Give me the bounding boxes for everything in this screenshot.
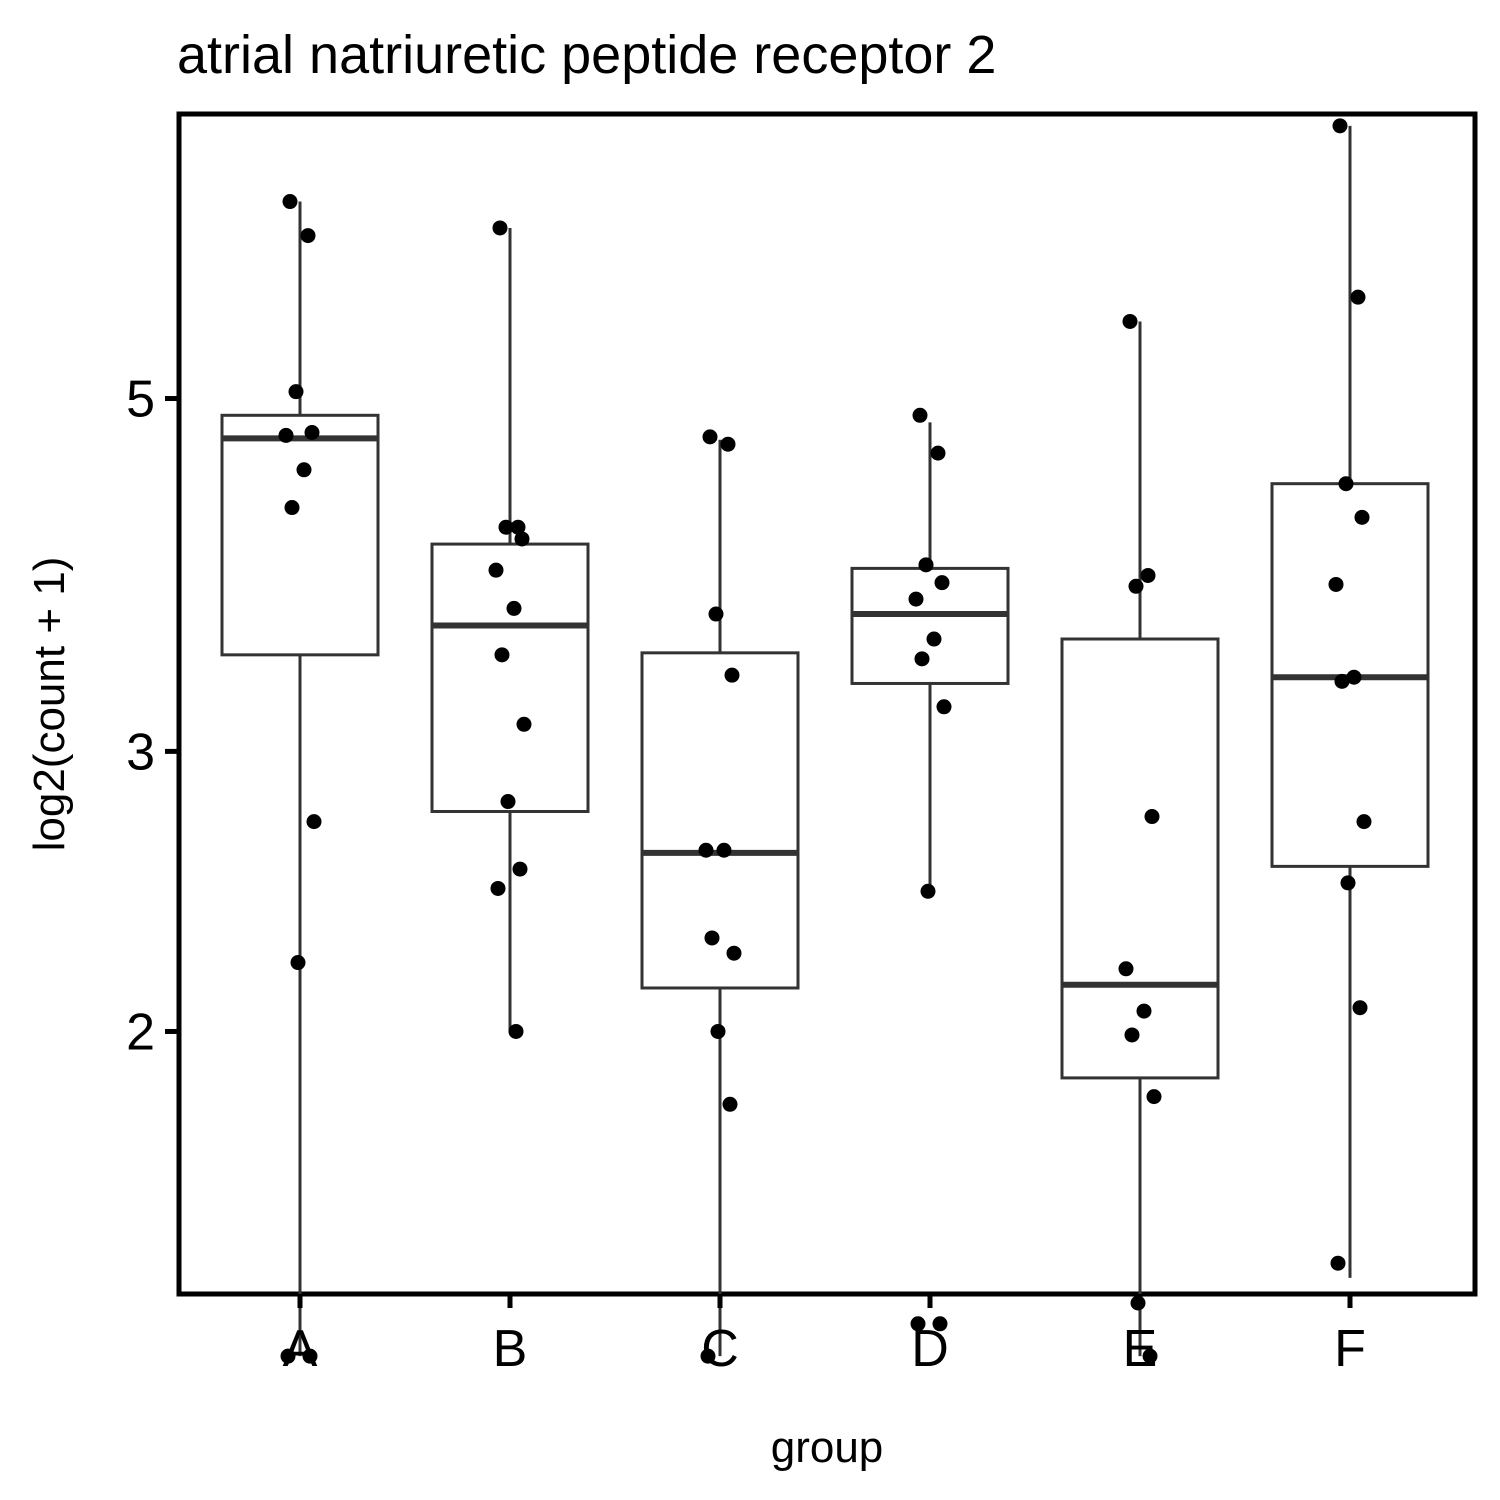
x-tick-label: D <box>911 1320 949 1378</box>
data-point-F <box>1338 476 1354 492</box>
data-point-F <box>1340 875 1356 891</box>
box-E <box>1060 321 1220 1357</box>
data-point-D <box>932 1316 948 1332</box>
boxes-layer <box>220 125 1430 1357</box>
data-point-C <box>724 667 740 683</box>
data-point-B <box>508 1023 524 1039</box>
data-point-F <box>1328 576 1344 592</box>
data-point-C <box>702 429 718 445</box>
data-point-B <box>488 562 504 578</box>
box-F <box>1270 125 1430 1278</box>
data-point-C <box>716 842 732 858</box>
data-point-B <box>506 600 522 616</box>
data-point-D <box>936 699 952 715</box>
data-point-F <box>1350 289 1366 305</box>
points-layer <box>278 118 1372 1364</box>
data-point-F <box>1352 1000 1368 1016</box>
data-point-D <box>914 651 930 667</box>
box-body <box>640 651 800 990</box>
x-tick-label: B <box>493 1320 528 1378</box>
data-point-C <box>720 436 736 452</box>
data-point-F <box>1356 814 1372 830</box>
x-tick-label: F <box>1334 1320 1366 1378</box>
data-point-F <box>1332 118 1348 134</box>
y-tick-label: 5 <box>126 371 155 429</box>
data-point-C <box>698 842 714 858</box>
x-axis-title: group <box>771 1423 884 1472</box>
box-C <box>640 439 800 1357</box>
data-point-D <box>934 575 950 591</box>
data-point-C <box>722 1096 738 1112</box>
x-tick-label: E <box>1123 1320 1158 1378</box>
data-point-A <box>300 228 316 244</box>
data-point-E <box>1142 1348 1158 1364</box>
data-point-B <box>490 880 506 896</box>
data-point-A <box>278 427 294 443</box>
data-point-D <box>926 631 942 647</box>
data-point-E <box>1146 1089 1162 1105</box>
data-point-E <box>1136 1003 1152 1019</box>
data-point-E <box>1124 1027 1140 1043</box>
data-point-B <box>492 220 508 236</box>
chart-title: atrial natriuretic peptide receptor 2 <box>177 25 996 85</box>
data-point-B <box>514 531 530 547</box>
data-point-E <box>1122 313 1138 329</box>
data-point-C <box>726 945 742 961</box>
data-point-F <box>1334 673 1350 689</box>
data-point-E <box>1144 809 1160 825</box>
data-point-B <box>512 861 528 877</box>
y-axis: 2 3 5 <box>126 371 179 1061</box>
data-point-C <box>704 930 720 946</box>
data-point-A <box>284 500 300 516</box>
box-body <box>220 413 380 657</box>
data-point-B <box>500 794 516 810</box>
data-point-A <box>304 424 320 440</box>
data-point-F <box>1346 669 1362 685</box>
data-point-D <box>930 445 946 461</box>
box-A <box>220 201 380 1357</box>
data-point-B <box>494 647 510 663</box>
data-point-A <box>290 955 306 971</box>
data-point-A <box>280 1348 296 1364</box>
box-D <box>850 422 1010 892</box>
data-point-E <box>1128 578 1144 594</box>
box-B <box>430 227 590 1032</box>
data-point-A <box>282 194 298 210</box>
y-tick-label: 3 <box>126 723 155 781</box>
y-tick-label: 2 <box>126 1003 155 1061</box>
data-point-D <box>912 407 928 423</box>
box-body <box>430 542 590 813</box>
data-point-F <box>1330 1255 1346 1271</box>
plot-panel-border <box>176 111 1478 1297</box>
y-axis-title: log2(count + 1) <box>25 557 74 852</box>
data-point-A <box>302 1348 318 1364</box>
box-body <box>850 566 1010 685</box>
x-tick-label: A <box>283 1320 318 1378</box>
data-point-D <box>918 557 934 573</box>
data-point-D <box>920 883 936 899</box>
data-point-C <box>708 606 724 622</box>
data-point-D <box>908 591 924 607</box>
data-point-B <box>498 519 514 535</box>
data-point-E <box>1140 567 1156 583</box>
data-point-C <box>710 1023 726 1039</box>
data-point-A <box>306 814 322 830</box>
data-point-C <box>700 1348 716 1364</box>
data-point-B <box>510 519 526 535</box>
data-point-E <box>1118 961 1134 977</box>
data-point-A <box>288 384 304 400</box>
data-point-A <box>296 462 312 478</box>
data-point-F <box>1354 509 1370 525</box>
data-point-B <box>516 716 532 732</box>
data-point-D <box>910 1316 926 1332</box>
x-axis: A B C D E F <box>283 1294 1366 1378</box>
x-tick-label: C <box>701 1320 739 1378</box>
